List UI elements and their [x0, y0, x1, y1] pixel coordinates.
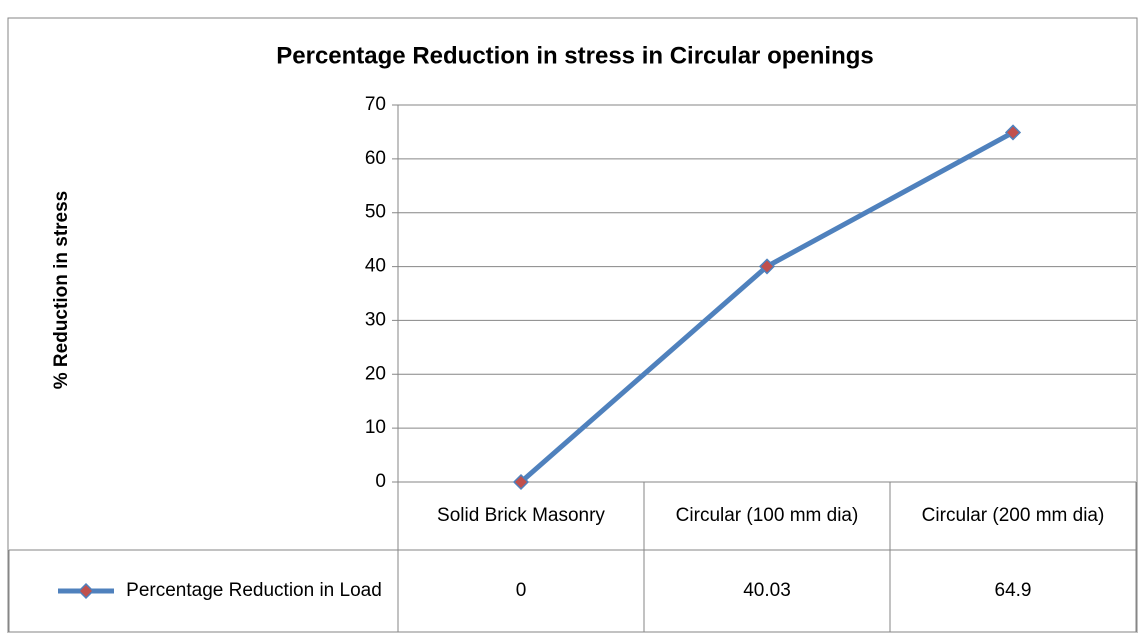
table-value: 64.9: [994, 580, 1032, 601]
x-tick-label: Circular (200 mm dia): [921, 505, 1105, 526]
x-tick-label: Circular (100 mm dia): [675, 505, 859, 526]
table-value: 40.03: [743, 580, 791, 601]
legend-marker: [77, 582, 95, 600]
y-tick-label: 50: [365, 202, 386, 223]
y-tick-label: 40: [365, 256, 386, 277]
y-tick-label: 10: [365, 417, 386, 438]
table-value: 0: [515, 580, 527, 601]
legend-label: Percentage Reduction in Load: [126, 580, 382, 601]
point-marker: [758, 258, 776, 275]
y-tick-label: 0: [375, 471, 386, 492]
y-tick-label: 70: [365, 94, 386, 115]
y-tick-label: 60: [365, 148, 386, 169]
point-marker: [512, 473, 530, 491]
y-tick-label: 30: [365, 309, 386, 330]
y-axis-label: % Reduction in stress: [51, 191, 72, 390]
chart-title: Percentage Reduction in stress in Circul…: [276, 42, 873, 69]
y-tick-label: 20: [365, 363, 386, 384]
chart-border: [7, 17, 1138, 633]
x-tick-label: Solid Brick Masonry: [437, 505, 605, 526]
point-marker: [1004, 124, 1022, 141]
